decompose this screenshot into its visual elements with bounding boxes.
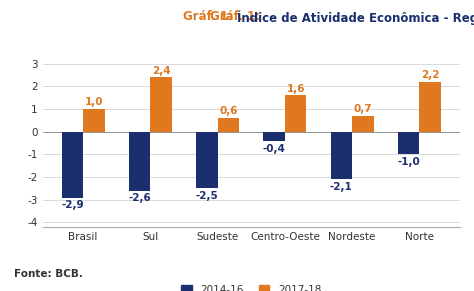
Bar [83,109,105,132]
Text: -0,4: -0,4 [263,143,285,154]
Bar [264,132,285,141]
Text: -1,0: -1,0 [397,157,420,167]
Text: Fonte: BCB.: Fonte: BCB. [14,269,83,279]
Text: Gráf. 1:: Gráf. 1: [183,10,237,23]
Bar [419,82,441,132]
Bar [218,118,239,132]
Bar [285,95,306,132]
Bar [196,132,218,189]
Text: -2,5: -2,5 [195,191,218,201]
Text: Gráf. 1:: Gráf. 1: [210,10,264,23]
Text: 1,0: 1,0 [85,97,103,107]
Text: -2,6: -2,6 [128,194,151,203]
Bar [330,132,352,179]
Text: -2,9: -2,9 [61,200,84,210]
Bar [398,132,419,155]
Text: 2,2: 2,2 [421,70,439,80]
Legend: 2014-16, 2017-18: 2014-16, 2017-18 [177,281,325,291]
Bar [129,132,150,191]
Text: 1,6: 1,6 [286,84,305,94]
Text: Índice de Atividade Econômica - Regiões (%): Índice de Atividade Econômica - Regiões … [237,10,474,25]
Text: 0,6: 0,6 [219,106,237,116]
Bar [352,116,374,132]
Bar [62,132,83,198]
Bar [150,77,172,132]
Text: 2,4: 2,4 [152,65,171,75]
Text: 0,7: 0,7 [354,104,372,114]
Text: -2,1: -2,1 [330,182,353,192]
